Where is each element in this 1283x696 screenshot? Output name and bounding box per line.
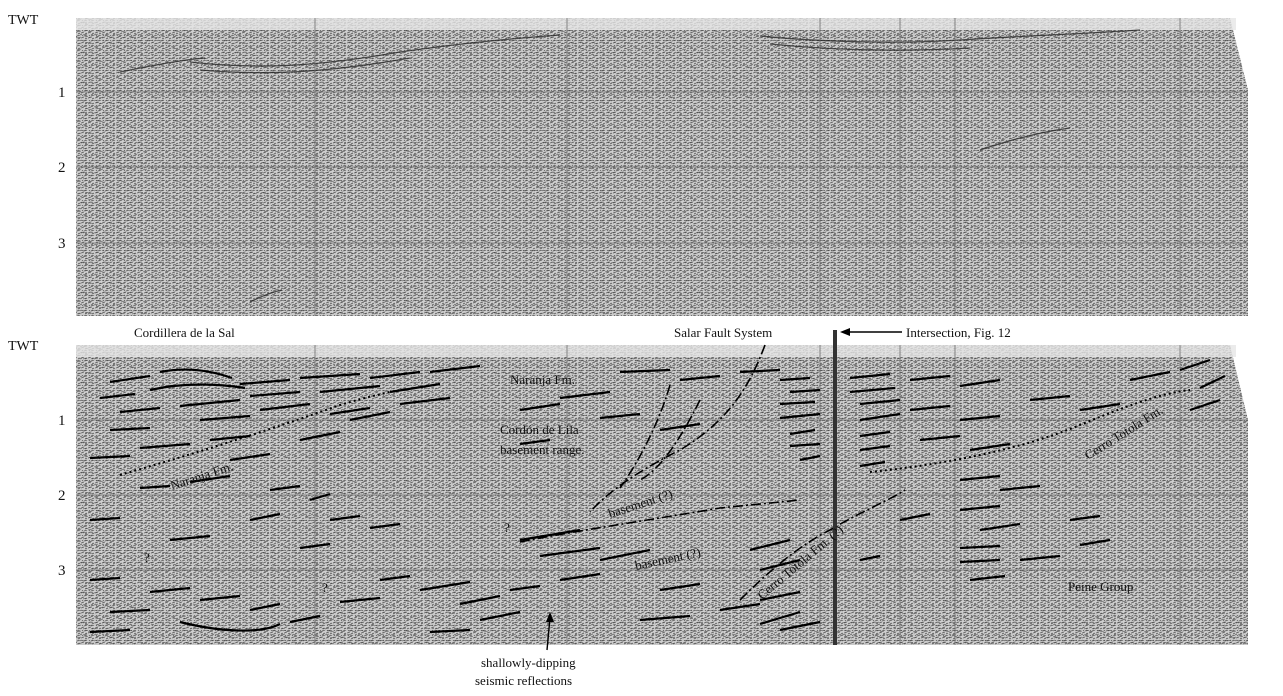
intersection-arrow bbox=[840, 328, 902, 336]
label-salar-fault: Salar Fault System bbox=[674, 325, 772, 340]
question-mark-1: ? bbox=[504, 520, 510, 535]
top-tick-3: 3 bbox=[58, 236, 66, 252]
label-shallow-2: seismic reflections bbox=[475, 673, 572, 688]
question-mark-3: ? bbox=[322, 580, 328, 595]
question-mark-2: ? bbox=[144, 550, 150, 565]
label-cordon-1: Cordón de Lila bbox=[500, 422, 579, 437]
dotted-horizons bbox=[119, 389, 1191, 476]
label-peine: Peine Group bbox=[1068, 579, 1133, 594]
top-grid bbox=[76, 18, 1248, 316]
bottom-tick-1: 1 bbox=[58, 413, 66, 429]
bottom-tick-2: 2 bbox=[58, 488, 66, 504]
interpreted-reflections-right bbox=[519, 358, 1226, 632]
bottom-seismic-panel bbox=[76, 330, 1248, 645]
top-tick-2: 2 bbox=[58, 160, 66, 176]
interpreted-reflections bbox=[89, 364, 541, 634]
fault-lines bbox=[519, 344, 906, 601]
label-intersection: Intersection, Fig. 12 bbox=[906, 325, 1011, 340]
label-naranja-top: Naranja Fm. bbox=[510, 372, 575, 387]
top-reflections bbox=[119, 29, 1141, 303]
bottom-grid bbox=[76, 345, 1248, 645]
top-tick-1: 1 bbox=[58, 85, 66, 101]
label-shallow-1: shallowly-dipping bbox=[481, 655, 576, 670]
shallow-reflections-arrow bbox=[546, 612, 554, 651]
top-axis-label: TWT bbox=[8, 13, 39, 28]
bottom-tick-3: 3 bbox=[58, 563, 66, 579]
top-seismic-panel bbox=[76, 18, 1248, 316]
label-cordillera: Cordillera de la Sal bbox=[134, 325, 235, 340]
label-cordon-2: basement range. bbox=[500, 442, 584, 457]
bottom-axis-label: TWT bbox=[8, 339, 39, 354]
